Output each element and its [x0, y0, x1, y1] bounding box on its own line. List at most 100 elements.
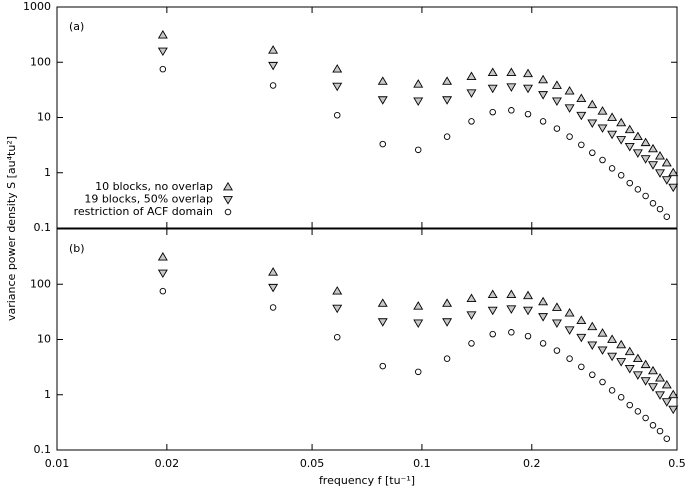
marker	[506, 305, 517, 314]
marker	[668, 405, 679, 415]
legend-label: 10 blocks, no overlap	[95, 180, 213, 193]
marker	[489, 108, 496, 116]
x-axis-label: frequency f [tu⁻¹]	[319, 474, 415, 487]
marker	[640, 359, 651, 369]
marker	[566, 133, 573, 140]
y-tick-label: 100	[30, 277, 51, 290]
marker	[616, 117, 627, 127]
marker	[624, 124, 635, 134]
marker	[538, 296, 549, 306]
x-tick-label: 0.05	[300, 457, 325, 470]
marker	[616, 358, 627, 367]
marker	[159, 65, 167, 73]
marker	[523, 290, 533, 300]
marker	[506, 67, 517, 76]
marker	[661, 379, 672, 389]
marker	[487, 289, 498, 298]
marker	[524, 110, 532, 118]
marker	[268, 45, 279, 54]
x-tick-label: 0.01	[45, 457, 70, 470]
marker	[616, 136, 627, 145]
marker	[597, 328, 608, 337]
marker	[656, 427, 664, 435]
marker	[442, 76, 453, 85]
marker	[269, 82, 277, 89]
marker	[656, 205, 664, 213]
marker	[487, 84, 498, 94]
marker	[589, 149, 596, 157]
marker	[587, 119, 598, 128]
marker	[634, 186, 642, 193]
marker	[333, 111, 341, 119]
marker	[634, 408, 642, 415]
marker	[578, 141, 585, 149]
marker	[379, 140, 387, 148]
marker	[551, 80, 562, 89]
marker	[599, 156, 606, 164]
marker	[655, 391, 666, 400]
marker	[655, 169, 666, 178]
marker	[506, 83, 517, 92]
marker	[377, 96, 388, 105]
marker	[539, 340, 547, 347]
y-tick-label: 1000	[23, 0, 51, 13]
marker	[624, 364, 635, 374]
marker	[466, 89, 477, 98]
marker	[649, 200, 657, 207]
marker	[624, 142, 635, 152]
marker	[589, 371, 596, 379]
marker	[157, 30, 168, 39]
y-tick-label: 10	[37, 111, 51, 124]
marker	[487, 67, 498, 76]
y-tick-label: 10	[37, 333, 51, 346]
y-tick-label: 1	[44, 388, 51, 401]
y-tick-label: 1	[44, 166, 51, 179]
marker	[640, 155, 651, 164]
marker	[576, 315, 587, 324]
marker	[538, 91, 549, 100]
marker	[466, 71, 477, 80]
marker	[587, 321, 598, 331]
marker	[587, 341, 598, 350]
marker	[413, 79, 424, 88]
panel-label: (a)	[69, 20, 84, 33]
marker	[608, 165, 616, 172]
legend-marker	[223, 181, 233, 191]
marker	[466, 293, 477, 302]
marker	[442, 96, 453, 105]
marker	[608, 387, 616, 394]
marker	[506, 289, 517, 298]
marker	[668, 389, 679, 399]
marker	[442, 298, 453, 307]
y-tick-label: 0.1	[34, 443, 52, 456]
marker	[332, 64, 343, 73]
marker	[413, 301, 424, 310]
marker	[414, 146, 422, 154]
marker	[332, 304, 343, 314]
marker	[647, 143, 658, 153]
marker	[597, 346, 608, 355]
marker	[599, 378, 606, 386]
marker	[269, 304, 277, 311]
marker	[668, 167, 679, 177]
marker	[626, 179, 633, 187]
marker	[626, 401, 633, 409]
legend-label: restriction of ACF domain	[74, 205, 213, 218]
marker	[607, 112, 618, 121]
marker	[157, 269, 168, 279]
marker	[523, 306, 533, 316]
marker	[538, 313, 549, 322]
plot-frame	[56, 228, 678, 451]
marker	[607, 130, 618, 140]
marker	[377, 298, 388, 307]
marker	[616, 339, 627, 349]
marker	[553, 347, 561, 354]
marker	[632, 131, 643, 141]
marker	[159, 287, 167, 295]
marker	[607, 352, 618, 362]
marker	[443, 133, 451, 140]
marker	[647, 365, 658, 375]
marker	[587, 99, 598, 109]
